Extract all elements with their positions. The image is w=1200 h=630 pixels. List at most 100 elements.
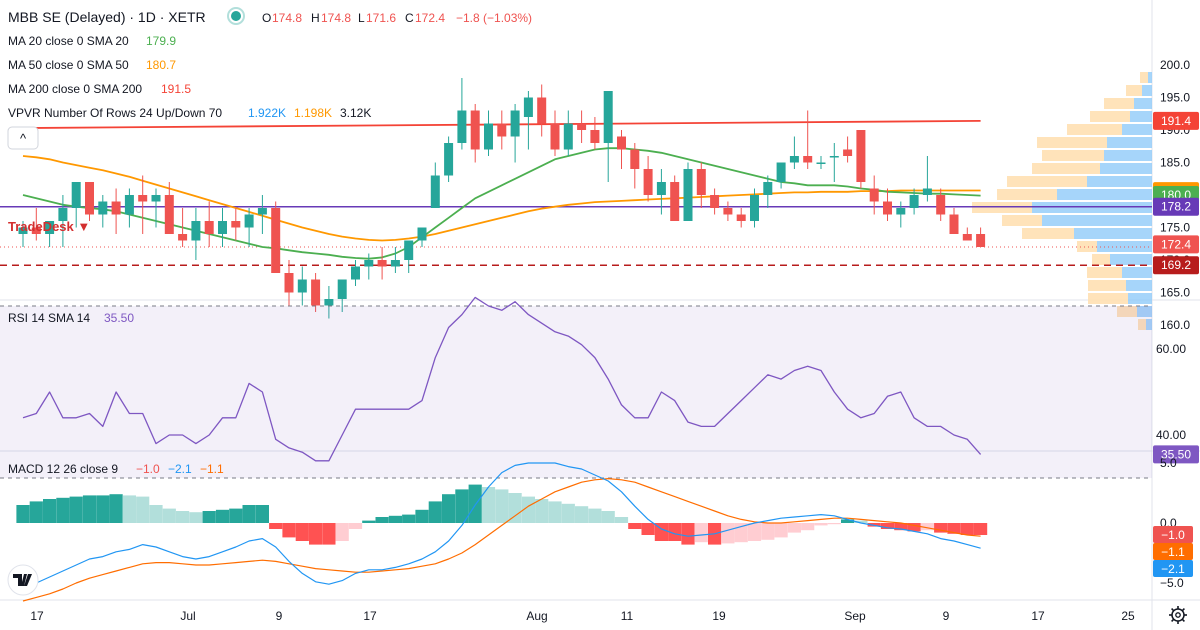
candle bbox=[962, 234, 972, 241]
tradingview-logo[interactable] bbox=[7, 564, 39, 596]
volume-profile-up-bar bbox=[1126, 280, 1152, 291]
macd-badge bbox=[1153, 526, 1193, 543]
candle bbox=[523, 97, 533, 117]
volume-profile-down-bar bbox=[1002, 215, 1042, 226]
macd-histogram-bar bbox=[481, 487, 496, 523]
candle bbox=[656, 182, 666, 195]
macd-histogram-bar bbox=[880, 523, 895, 529]
open-value: 174.8 bbox=[272, 11, 302, 25]
volume-profile-down-bar bbox=[1087, 267, 1122, 278]
volume-profile-down-bar bbox=[1042, 150, 1104, 161]
volume-profile-down-bar bbox=[1007, 176, 1087, 187]
ma50-label[interactable]: MA 50 close 0 SMA 50 bbox=[8, 58, 129, 72]
volume-profile-up-bar bbox=[1128, 293, 1152, 304]
symbol-title[interactable]: MBB SE (Delayed) · 1D · XETR bbox=[8, 9, 206, 25]
vpvr-up-value: 1.922K bbox=[248, 106, 286, 120]
candle bbox=[18, 227, 28, 234]
macd-histogram-bar bbox=[56, 497, 70, 523]
volume-profile-down-bar bbox=[1138, 319, 1146, 330]
macd-histogram-bar bbox=[69, 496, 83, 523]
macd-histogram-bar bbox=[215, 509, 230, 523]
volume-profile-down-bar bbox=[1077, 241, 1097, 252]
candle bbox=[284, 273, 294, 293]
high-key: H bbox=[311, 11, 320, 25]
macd-histogram-bar bbox=[787, 523, 801, 533]
macd-badge-label: −1.1 bbox=[1161, 545, 1185, 559]
macd-histogram-bar bbox=[588, 508, 602, 523]
macd-tick-label: −5.0 bbox=[1160, 576, 1184, 590]
candle bbox=[696, 169, 706, 195]
macd-histogram-bar bbox=[920, 523, 934, 531]
candle bbox=[470, 110, 480, 150]
low-value: 171.6 bbox=[366, 11, 396, 25]
rsi-pane bbox=[0, 296, 1152, 479]
collapse-legend-button[interactable] bbox=[7, 126, 39, 150]
macd-histogram-bar bbox=[362, 520, 376, 523]
macd-histogram-bar bbox=[495, 489, 509, 523]
volume-profile-up-bar bbox=[1130, 111, 1152, 122]
rsi-badge bbox=[1153, 445, 1199, 464]
candle bbox=[537, 97, 547, 124]
candle bbox=[430, 175, 440, 208]
macd-histogram-bar bbox=[16, 505, 30, 523]
gear-icon[interactable] bbox=[1169, 606, 1187, 624]
time-tick-label: 17 bbox=[363, 609, 377, 623]
candle bbox=[896, 208, 906, 215]
macd-histogram-bar bbox=[402, 514, 416, 523]
tradedesk-label[interactable]: TradeDesk ▼ bbox=[8, 219, 90, 234]
volume-profile-down-bar bbox=[1126, 85, 1142, 96]
volume-profile-down-bar bbox=[1032, 163, 1100, 174]
high-value: 174.8 bbox=[321, 11, 351, 25]
candle bbox=[178, 234, 188, 241]
volume-profile-up-bar bbox=[1122, 124, 1152, 135]
candle bbox=[31, 227, 41, 234]
macd-histogram-bar bbox=[747, 523, 762, 541]
macd-histogram-bar bbox=[442, 494, 456, 523]
price-tick-label: 165.0 bbox=[1160, 286, 1190, 300]
volume-profile-down-bar bbox=[1140, 72, 1148, 83]
macd-histogram-bar bbox=[415, 509, 429, 523]
candle bbox=[856, 130, 866, 182]
macd-histogram-bar bbox=[561, 503, 575, 523]
candle bbox=[829, 156, 839, 158]
rsi-label[interactable]: RSI 14 SMA 14 bbox=[8, 311, 90, 325]
candle bbox=[297, 279, 307, 293]
ma200-value: 191.5 bbox=[161, 82, 191, 96]
macd-histogram-bar bbox=[614, 517, 629, 523]
rsi-value: 35.50 bbox=[104, 311, 134, 325]
vpvr-label[interactable]: VPVR Number Of Rows 24 Up/Down 70 bbox=[8, 106, 222, 120]
macd-histogram-bar bbox=[974, 523, 988, 535]
volume-profile-up-bar bbox=[1142, 85, 1152, 96]
macd-histogram-bar bbox=[202, 511, 216, 523]
macd-histogram-bar bbox=[601, 511, 615, 523]
vpvr-down-value: 1.198K bbox=[294, 106, 332, 120]
price-tick-label: 185.0 bbox=[1160, 156, 1190, 170]
candle bbox=[643, 169, 653, 195]
price-badge-label: 191.4 bbox=[1161, 114, 1191, 128]
candle bbox=[124, 195, 134, 215]
macd-histogram-bar bbox=[841, 519, 855, 523]
chevron-up-icon: ^ bbox=[20, 131, 27, 146]
time-tick-label: 9 bbox=[943, 609, 950, 623]
volume-profile-down-bar bbox=[1088, 280, 1126, 291]
candle bbox=[417, 227, 427, 241]
macd-histogram-bar bbox=[29, 501, 43, 523]
volume-profile-down-bar bbox=[1090, 111, 1130, 122]
macd-label[interactable]: MACD 12 26 close 9 bbox=[8, 462, 118, 476]
ma20-label[interactable]: MA 20 close 0 SMA 20 bbox=[8, 34, 129, 48]
candle bbox=[883, 201, 892, 215]
candle bbox=[789, 156, 799, 163]
macd-histogram-bar bbox=[295, 523, 309, 541]
candle bbox=[577, 123, 587, 130]
macd-histogram-bar bbox=[774, 523, 788, 538]
macd-histogram-bar bbox=[854, 520, 868, 523]
ma200-label[interactable]: MA 200 close 0 SMA 200 bbox=[8, 82, 142, 96]
macd-histogram-bar bbox=[96, 495, 110, 523]
candle bbox=[550, 123, 560, 150]
candle bbox=[670, 182, 680, 221]
candle bbox=[936, 195, 946, 215]
volume-profile-up-bar bbox=[1104, 150, 1152, 161]
macd-histogram-bar bbox=[827, 523, 841, 525]
volume-profile-up-bar bbox=[1110, 254, 1152, 265]
